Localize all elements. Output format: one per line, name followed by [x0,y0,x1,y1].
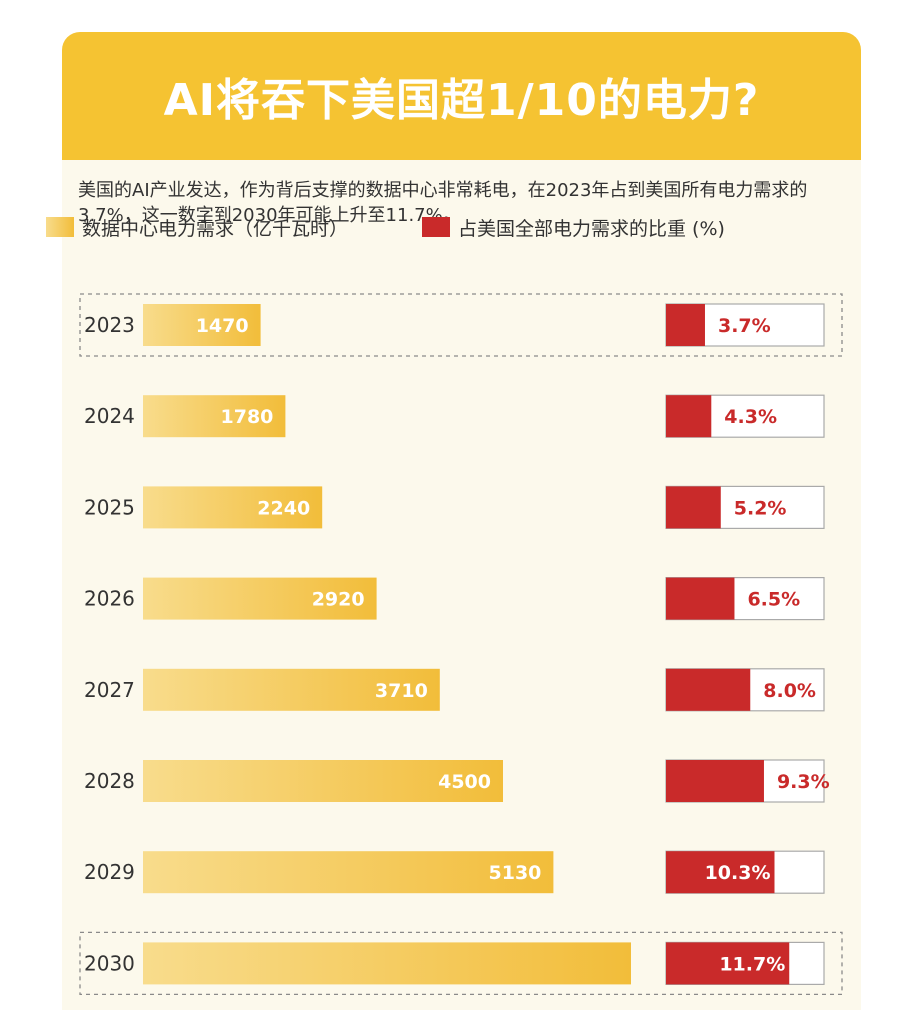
highlight-box-2030 [79,931,843,996]
demand-value-2028: 4500 [438,771,491,793]
demand-value-2025: 2240 [257,497,310,519]
legend-label-share: 占美国全部电力需求的比重 (%) [458,217,725,240]
year-label-2025: 2025 [84,495,135,519]
share-value-2029: 10.3% [705,862,771,884]
legend-swatch-demand [46,217,74,237]
year-label-2029: 2029 [84,860,135,884]
title-banner: AI将吞下美国超1/10的电力? [62,32,861,160]
share-value-2027: 8.0% [763,680,816,702]
demand-value-2029: 5130 [489,862,542,884]
demand-bar-2026 [143,577,377,620]
legend-swatch-share [422,217,450,237]
demand-bar-2025 [143,486,323,529]
chart-title: AI将吞下美国超1/10的电力? [163,75,760,126]
demand-bar-2027 [143,668,440,711]
demand-bar-2028 [143,760,503,802]
year-label-2026: 2026 [84,587,135,611]
share-value-2024: 4.3% [724,406,777,428]
legend-label-demand: 数据中心电力需求（亿千瓦时） [82,217,349,240]
legend-item-share: 占美国全部电力需求的比重 (%) [422,214,725,240]
share-bar-2025 [666,486,721,529]
share-bar-2024 [666,395,712,438]
demand-value-2027: 3710 [375,680,428,702]
intro-text: 美国的AI产业发达，作为背后支撑的数据中心非常耗电，在2023年占到美国所有电力… [78,180,808,226]
demand-value-2023: 1470 [196,315,249,337]
share-value-2026: 6.5% [747,589,800,611]
year-label-2023: 2023 [84,313,135,337]
share-bar-2030 [666,942,790,985]
year-label-2028: 2028 [84,769,135,793]
share-value-2030: 11.7% [719,953,785,975]
share-value-2025: 5.2% [734,497,787,519]
share-value-2028: 9.3% [777,771,830,793]
year-label-2030: 2030 [84,951,135,975]
legend-item-demand: 数据中心电力需求（亿千瓦时） [46,214,348,240]
year-label-2027: 2027 [84,678,135,702]
demand-bar-2030 [143,942,631,985]
demand-value-2026: 2920 [312,589,365,611]
share-bar-2023 [666,304,705,346]
share-bar-2029 [666,851,775,894]
demand-bar-2023 [143,304,261,346]
highlight-box-2023 [79,293,843,357]
share-bar-2026 [666,577,735,620]
share-bar-2027 [666,668,751,711]
demand-bar-2029 [143,851,554,894]
demand-value-2024: 1780 [221,406,274,428]
share-bar-2028 [666,760,764,802]
share-value-2023: 3.7% [718,315,771,337]
demand-bar-2024 [143,395,286,438]
year-label-2024: 2024 [84,404,135,428]
